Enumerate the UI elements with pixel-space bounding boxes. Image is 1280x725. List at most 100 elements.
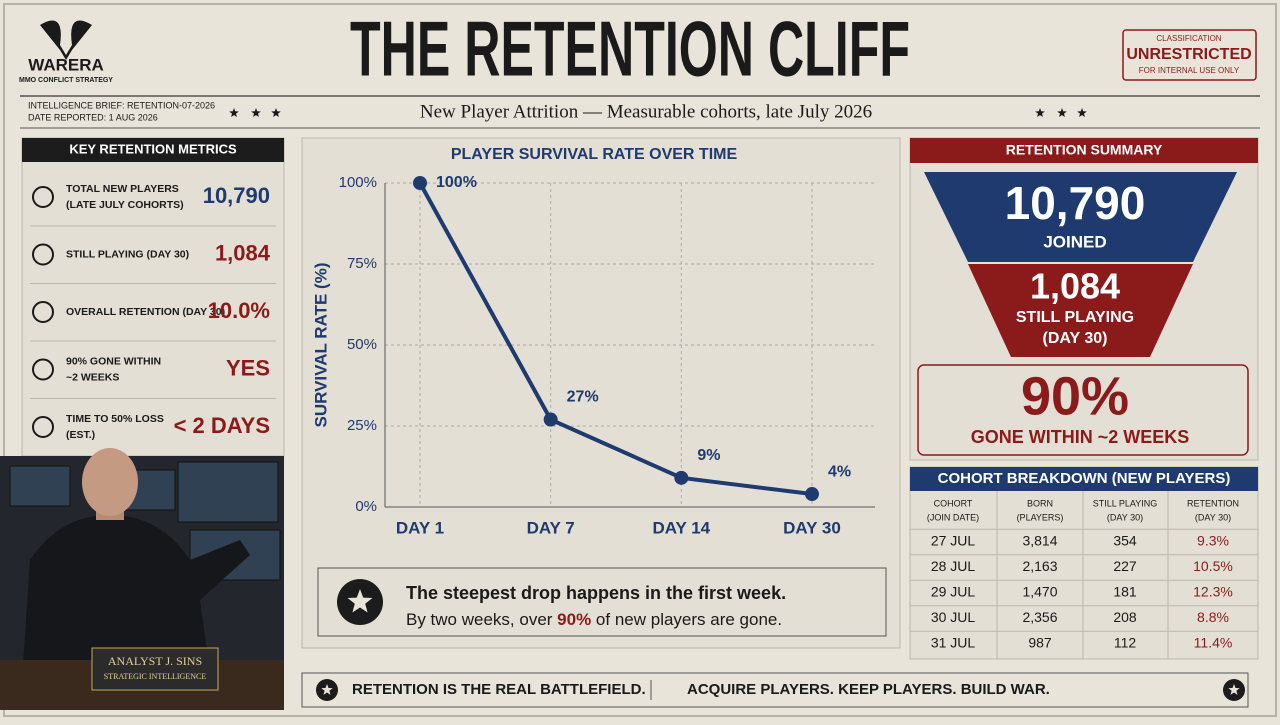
- table-cell: 31 JUL: [931, 635, 976, 651]
- line: [418, 182, 813, 497]
- column-header: STILL PLAYING: [1093, 498, 1158, 508]
- monitor: [177, 461, 279, 523]
- table-cell: 30 JUL: [931, 609, 976, 625]
- value-label: 27%: [567, 389, 599, 406]
- star: [1035, 108, 1045, 117]
- table-cell: 3,814: [1022, 533, 1057, 549]
- joined-value: 10,790: [1005, 177, 1146, 229]
- table-panel: [909, 466, 1259, 660]
- metric-icon: [32, 186, 54, 208]
- summary-title: RETENTION SUMMARY: [1006, 142, 1163, 158]
- table-cell: 12.3%: [1193, 584, 1233, 600]
- table-cell: 27 JUL: [931, 533, 976, 549]
- table-cell: 987: [1028, 635, 1052, 651]
- metric-icon: [32, 243, 54, 266]
- metrics-header: [22, 138, 284, 162]
- metric-label: (LATE JULY COHORTS): [66, 199, 184, 211]
- point: [674, 470, 689, 485]
- metric-value: < 2 DAYS: [174, 413, 270, 438]
- y-tick-label: 50%: [347, 336, 377, 353]
- y-axis-label: SURVIVAL RATE (%): [311, 263, 330, 428]
- classification-level: UNRESTRICTED: [1126, 46, 1251, 63]
- date: DATE REPORTED: 1 AUG 2026: [28, 112, 158, 122]
- callout-text-before: By two weeks, over: [406, 610, 557, 629]
- column-header: BORN: [1027, 498, 1053, 508]
- chart-panel: [301, 137, 901, 649]
- star: [251, 108, 261, 117]
- metric-value: 10,790: [203, 183, 270, 208]
- gone-value: 90%: [1021, 366, 1129, 426]
- metric-label: TOTAL NEW PLAYERS: [66, 183, 179, 195]
- x-tick-label: DAY 30: [783, 518, 841, 537]
- x-tick-label: DAY 7: [527, 518, 575, 537]
- point: [413, 176, 427, 190]
- logo: WARERA: [28, 55, 104, 74]
- playing-value: 1,084: [1030, 266, 1120, 307]
- metric-label: 90% GONE WITHIN: [66, 355, 161, 367]
- footer-right: ACQUIRE PLAYERS. KEEP PLAYERS. BUILD WAR…: [687, 681, 1050, 698]
- brief: INTELLIGENCE BRIEF: RETENTION-07-2026: [28, 100, 215, 110]
- callout-box: [317, 567, 887, 637]
- classification-box: [1122, 29, 1257, 81]
- star: [1228, 684, 1240, 695]
- table-cell: 112: [1114, 635, 1137, 651]
- column-header: RETENTION: [1187, 498, 1239, 508]
- metrics-title: KEY RETENTION METRICS: [69, 141, 237, 156]
- title: THE RETENTION CLIFF: [350, 5, 910, 93]
- y-tick-label: 25%: [347, 417, 377, 434]
- classification-note: FOR INTERNAL USE ONLY: [1139, 66, 1240, 75]
- column-header: (DAY 30): [1107, 512, 1143, 522]
- analyst-name: ANALYST J. SINS: [108, 654, 202, 668]
- funnel-joined: [924, 172, 1237, 262]
- x-tick-label: DAY 14: [652, 518, 710, 537]
- metric-label: TIME TO 50% LOSS: [66, 413, 164, 425]
- table-cell: 8.8%: [1197, 609, 1229, 625]
- table-cell: 11.4%: [1194, 635, 1233, 651]
- column-header: (DAY 30): [1195, 512, 1231, 522]
- table-cell: 29 JUL: [931, 584, 976, 600]
- metric-value: 10.0%: [208, 298, 270, 323]
- value-label: 4%: [828, 463, 851, 480]
- table-cell: 2,163: [1022, 558, 1057, 574]
- metric-label: STILL PLAYING (DAY 30): [66, 248, 189, 260]
- analyst-head: [82, 448, 138, 516]
- x-tick-label: DAY 1: [396, 518, 444, 537]
- footer-box: [301, 672, 1249, 708]
- analyst-role: STRATEGIC INTELLIGENCE: [104, 672, 207, 681]
- table-cell: 181: [1113, 584, 1137, 600]
- table-title: COHORT BREAKDOWN (NEW PLAYERS): [938, 470, 1231, 487]
- metrics-panel: [21, 137, 285, 457]
- value-label: 100%: [436, 174, 477, 191]
- metric-value: 1,084: [215, 240, 271, 265]
- star: [321, 684, 333, 695]
- metric-icon: [32, 301, 54, 323]
- logo-tagline: MMO CONFLICT STRATEGY: [19, 77, 113, 84]
- footer-left: RETENTION IS THE REAL BATTLEFIELD.: [352, 681, 646, 698]
- y-tick-label: 100%: [339, 174, 377, 191]
- gone-box: [917, 364, 1249, 456]
- metric-label: (EST.): [66, 429, 95, 441]
- table-cell: 208: [1113, 609, 1137, 625]
- callout-text: By two weeks, over 90% of new players ar…: [406, 610, 782, 629]
- monitor: [9, 465, 71, 507]
- star: [1077, 108, 1087, 117]
- playing-label: (DAY 30): [1043, 330, 1108, 347]
- table-cell: 1,470: [1022, 584, 1057, 600]
- column-header: (JOIN DATE): [927, 512, 979, 522]
- star: [60, 37, 72, 48]
- table-cell: 227: [1113, 558, 1137, 574]
- metric-label: OVERALL RETENTION (DAY 30): [66, 306, 225, 318]
- star: [229, 108, 239, 117]
- callout-highlight: 90%: [557, 610, 591, 629]
- chart-title: PLAYER SURVIVAL RATE OVER TIME: [451, 146, 738, 163]
- summary-header: [910, 138, 1258, 163]
- callout-text-after: of new players are gone.: [591, 610, 782, 629]
- logo-eagle: [40, 20, 92, 60]
- playing-label: STILL PLAYING: [1016, 309, 1134, 326]
- star: [1057, 108, 1067, 117]
- joined-label: JOINED: [1043, 232, 1106, 251]
- table-cell: 354: [1113, 533, 1137, 549]
- gone-label: GONE WITHIN ~2 WEEKS: [971, 427, 1190, 447]
